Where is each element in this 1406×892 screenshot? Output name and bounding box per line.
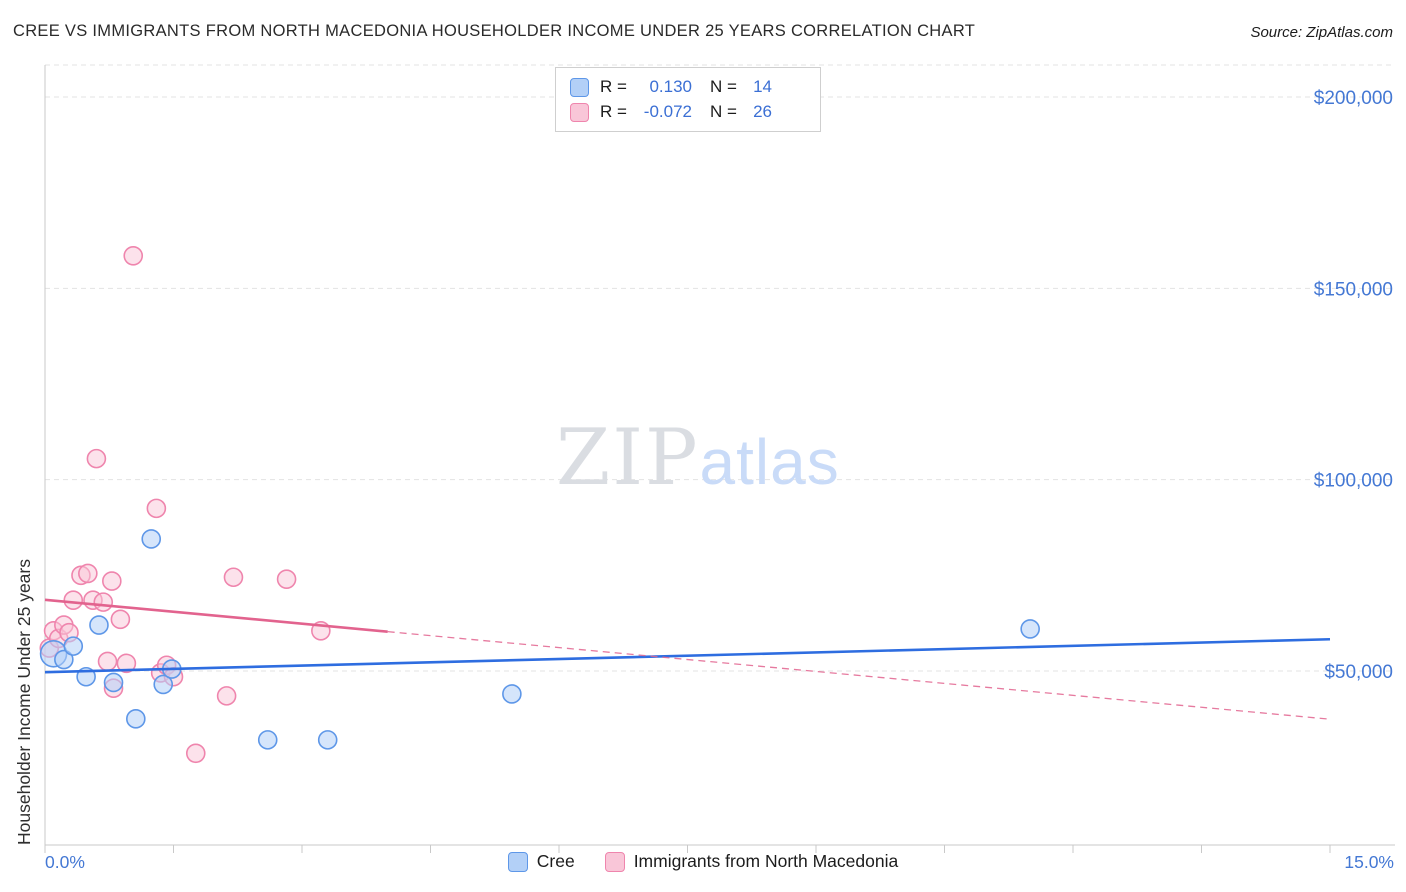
data-point-macedonia bbox=[276, 569, 297, 589]
y-axis-title: Householder Income Under 25 years bbox=[14, 559, 34, 845]
page-title: CREE VS IMMIGRANTS FROM NORTH MACEDONIA … bbox=[13, 22, 976, 40]
r-value-macedonia: -0.072 bbox=[643, 102, 692, 121]
stats-row-cree: R = 0.130 N = 14 bbox=[570, 77, 808, 97]
y-tick-label: $200,000 bbox=[1314, 88, 1393, 109]
n-value-cree: 14 bbox=[753, 77, 772, 96]
data-point-cree bbox=[141, 529, 162, 549]
legend-label-cree: Cree bbox=[536, 851, 575, 871]
data-point-macedonia bbox=[63, 590, 84, 611]
data-point-macedonia bbox=[116, 653, 137, 674]
trendline-macedonia-dashed bbox=[387, 631, 1331, 720]
data-point-cree bbox=[126, 709, 146, 729]
trendline-macedonia-solid bbox=[44, 598, 388, 633]
data-point-cree bbox=[103, 672, 124, 693]
n-label: N = bbox=[710, 77, 737, 96]
data-point-macedonia bbox=[123, 246, 144, 266]
legend-item-cree: Cree bbox=[507, 851, 575, 872]
legend-item-macedonia: Immigrants from North Macedonia bbox=[604, 851, 899, 872]
data-point-cree bbox=[317, 730, 338, 750]
data-point-macedonia bbox=[93, 592, 114, 612]
data-point-cree bbox=[153, 674, 174, 695]
x-axis-min-label: 0.0% bbox=[45, 852, 85, 872]
r-label: R = bbox=[600, 102, 627, 121]
stats-row-macedonia: R = -0.072 N = 26 bbox=[570, 102, 808, 122]
data-point-macedonia bbox=[102, 571, 122, 591]
macedonia-swatch-icon bbox=[570, 102, 589, 122]
n-value-macedonia: 26 bbox=[753, 102, 772, 121]
series-legend: Cree Immigrants from North Macedonia bbox=[0, 851, 1406, 872]
n-label: N = bbox=[710, 102, 737, 121]
x-axis-max-label: 15.0% bbox=[1344, 852, 1394, 872]
data-point-macedonia bbox=[97, 651, 118, 672]
r-value-cree: 0.130 bbox=[649, 77, 692, 96]
cree-swatch-icon bbox=[507, 851, 528, 872]
data-point-cree bbox=[1020, 619, 1040, 639]
data-point-macedonia bbox=[216, 686, 237, 706]
data-point-cree bbox=[502, 684, 522, 704]
y-tick-label: $150,000 bbox=[1314, 279, 1393, 300]
cree-swatch-icon bbox=[570, 77, 589, 97]
data-point-macedonia bbox=[78, 563, 98, 584]
trendline-cree bbox=[44, 637, 1331, 674]
source-link[interactable]: Source: ZipAtlas.com bbox=[1250, 24, 1393, 41]
data-point-macedonia bbox=[223, 567, 244, 588]
y-tick-label: $100,000 bbox=[1314, 471, 1393, 492]
correlation-stats-legend: R = 0.130 N = 14 R = -0.072 N = 26 bbox=[555, 67, 821, 132]
y-tick-label: $50,000 bbox=[1324, 662, 1393, 683]
data-point-macedonia bbox=[185, 743, 206, 764]
data-point-cree bbox=[63, 636, 84, 656]
data-point-cree bbox=[257, 730, 278, 750]
data-point-macedonia bbox=[146, 498, 167, 519]
data-point-macedonia bbox=[86, 448, 107, 469]
r-label: R = bbox=[600, 77, 627, 96]
macedonia-swatch-icon bbox=[604, 851, 625, 872]
data-point-macedonia bbox=[110, 609, 131, 630]
legend-label-macedonia: Immigrants from North Macedonia bbox=[633, 851, 899, 871]
data-point-cree bbox=[89, 615, 109, 635]
data-point-cree bbox=[54, 649, 74, 670]
